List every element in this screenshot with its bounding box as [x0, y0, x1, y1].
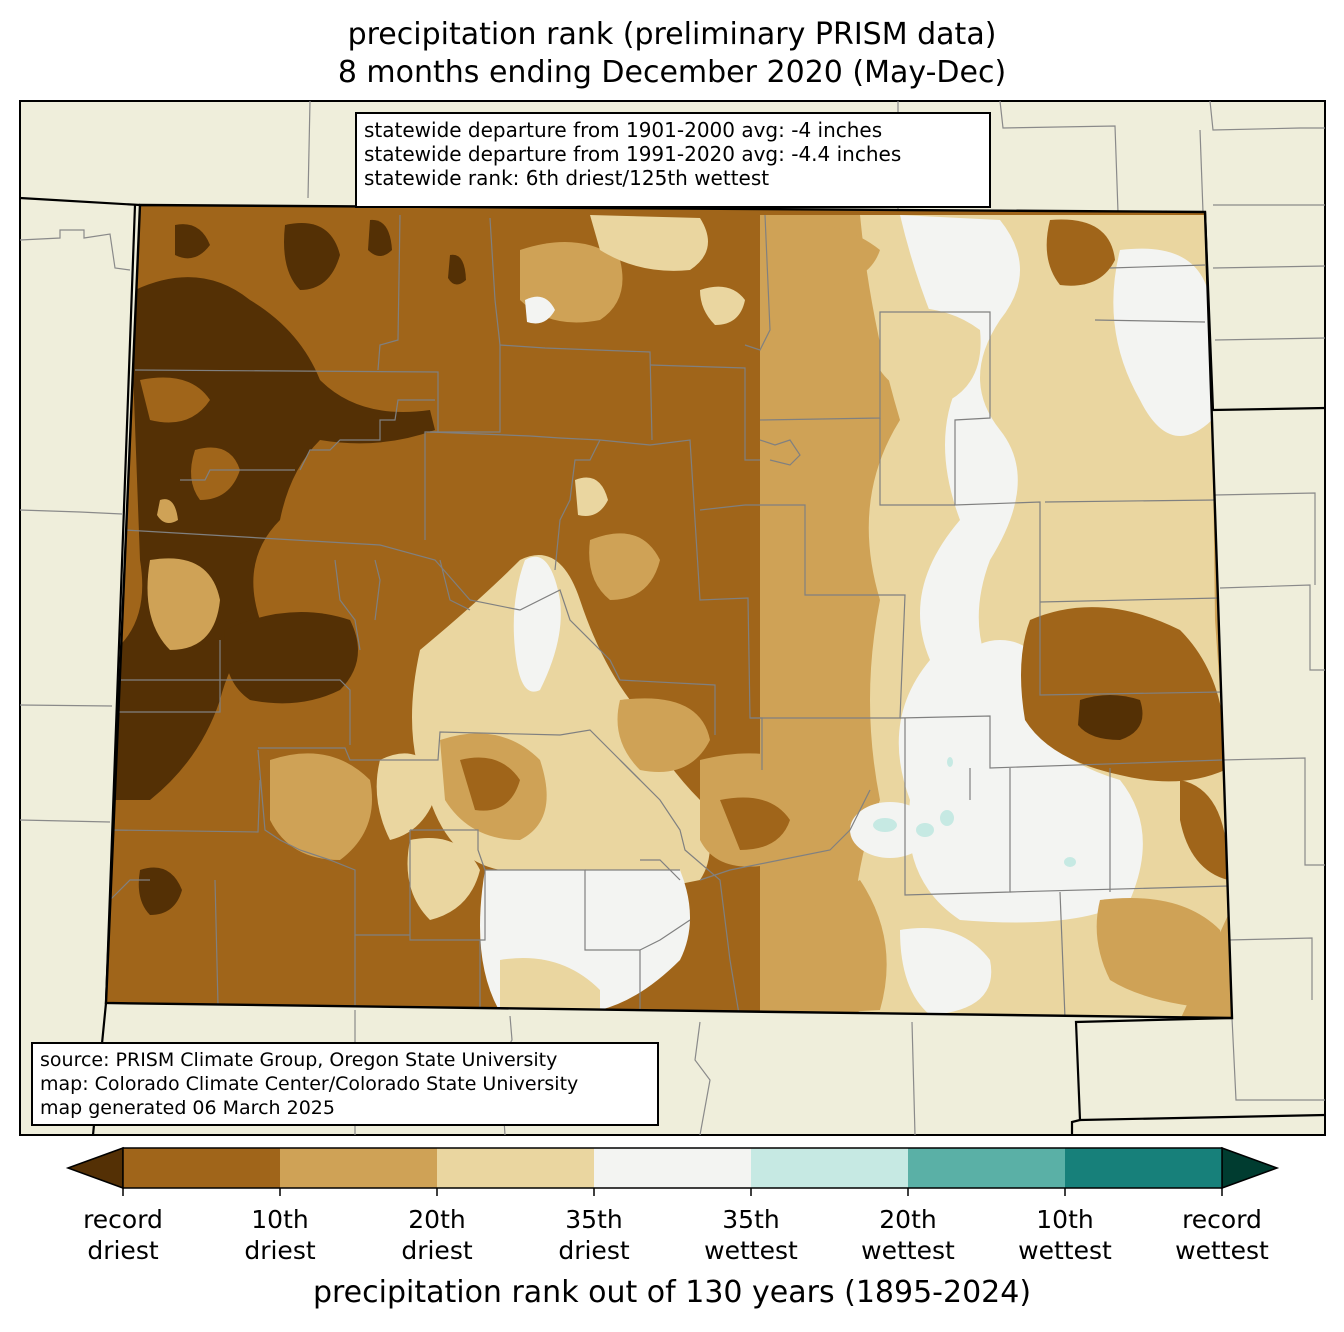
stats-line-1991-2020: statewide departure from 1991-2020 avg: …	[364, 142, 902, 166]
stats-line-rank: statewide rank: 6th driest/125th wettest	[364, 166, 770, 190]
map-title-line1: precipitation rank (preliminary PRISM da…	[347, 17, 997, 52]
colorbar-tick-label-line2: wettest	[1018, 1236, 1112, 1265]
colorbar-tick-label: 20th driest	[367, 1204, 507, 1266]
colorbar-frame	[122, 1147, 1223, 1189]
source-credit-box: source: PRISM Climate Group, Oregon Stat…	[31, 1042, 659, 1126]
colorado-rank-fill	[106, 205, 1232, 1018]
colorbar-bin	[908, 1148, 1066, 1188]
colorbar-bin	[1065, 1148, 1223, 1188]
colorbar	[65, 1146, 1280, 1196]
colorbar-tick-label-line1: 10th	[251, 1205, 309, 1234]
colorbar-underflow-triangle	[65, 1146, 124, 1190]
colorbar-tick-label-line2: wettest	[704, 1236, 798, 1265]
colorbar-tick-label-line2: wettest	[861, 1236, 955, 1265]
colorbar-title: precipitation rank out of 130 years (189…	[312, 1275, 1032, 1310]
colorbar-overflow-triangle	[1221, 1146, 1280, 1190]
colorbar-tick-label-line1: 10th	[1036, 1205, 1094, 1234]
colorbar-tick-label: 10th driest	[210, 1204, 350, 1266]
colorbar-bin	[123, 1148, 281, 1188]
source-line: source: PRISM Climate Group, Oregon Stat…	[40, 1049, 558, 1071]
colorbar-tick-label-line1: 20th	[879, 1205, 937, 1234]
colorbar-tick-label-line1: record	[83, 1205, 163, 1234]
colorbar-tick-label-line2: driest	[87, 1236, 159, 1265]
colorbar-tick-label-line2: wettest	[1175, 1236, 1269, 1265]
colorbar-tick-label-line1: 20th	[408, 1205, 466, 1234]
colorbar-tick-label-line2: driest	[244, 1236, 316, 1265]
map-credit-line: map: Colorado Climate Center/Colorado St…	[40, 1073, 579, 1095]
county-lines	[109, 214, 1229, 1018]
colorbar-tick-label-line2: driest	[558, 1236, 630, 1265]
colorbar-tick-label: 20th wettest	[838, 1204, 978, 1266]
colorbar-tick-label-line1: 35th	[565, 1205, 623, 1234]
colorbar-ticks	[122, 1188, 1223, 1196]
colorbar-tick-label: 35th driest	[524, 1204, 664, 1266]
colorbar-bin	[280, 1148, 438, 1188]
colorbar-tick-label-line2: driest	[401, 1236, 473, 1265]
colorbar-bin	[437, 1148, 595, 1188]
colorbar-bin	[594, 1148, 752, 1188]
colorbar-tick-label: 10th wettest	[995, 1204, 1135, 1266]
colorbar-tick-label: 35th wettest	[681, 1204, 821, 1266]
generated-date-line: map generated 06 March 2025	[40, 1097, 335, 1119]
colorbar-bin	[751, 1148, 909, 1188]
colorado-outline	[104, 203, 1234, 1020]
colorbar-tick-label: record wettest	[1152, 1204, 1292, 1266]
colorbar-tick-label-line1: record	[1182, 1205, 1262, 1234]
colorbar-tick-label-line1: 35th	[722, 1205, 780, 1234]
colorbar-bins	[123, 1148, 1223, 1188]
stats-line-1901-2000: statewide departure from 1901-2000 avg: …	[364, 118, 883, 142]
colorbar-tick-label: record driest	[53, 1204, 193, 1266]
statewide-stats-box: statewide departure from 1901-2000 avg: …	[355, 112, 991, 208]
neighbor-county-lines	[19, 100, 1326, 1136]
map-title-line2: 8 months ending December 2020 (May-Dec)	[337, 55, 1007, 90]
